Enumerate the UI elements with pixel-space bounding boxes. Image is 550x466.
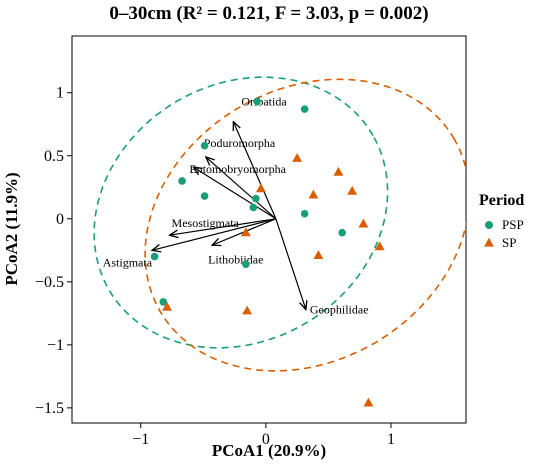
y-tick-label: −0.5 [35,274,64,291]
y-tick-label: 0 [56,211,64,228]
point-sp [242,305,253,315]
point-psp [150,252,159,261]
x-tick-label: −1 [132,431,149,448]
y-tick-label: −1.5 [35,400,64,417]
arrow-label-mesostigmata: Mesostigmata [172,216,240,230]
x-axis-title: PCoA1 (20.9%) [212,441,326,460]
arrow-oribatida [233,122,277,220]
point-sp [358,218,369,228]
y-axis-title: PCoA2 (11.9%) [2,172,21,285]
point-psp [249,203,258,212]
point-sp [292,153,303,162]
arrow-mesostigmata [170,218,276,235]
x-tick-label: 0 [262,431,270,448]
point-sp [363,397,374,407]
legend-marker-sp [484,237,494,247]
arrow-label-oribatida: Oribatida [241,95,287,109]
point-sp [347,185,358,195]
point-psp [300,105,309,113]
arrow-entomobryomorpha [193,167,277,220]
point-sp [255,183,266,193]
y-tick-label: 1 [56,85,64,102]
legend-marker-psp [485,221,493,229]
arrow-astigmata [152,218,277,251]
point-psp [338,228,346,237]
point-sp [308,189,319,199]
x-tick-label: 1 [387,431,395,448]
legend-title: Period [479,192,524,209]
arrow-geophilidae [275,218,306,310]
arrow-label-lithobiidae: Lithobiidae [208,252,263,266]
point-psp [200,192,209,200]
ellipse-sp [144,78,466,372]
point-psp [178,177,186,185]
point-sp [240,227,251,237]
point-sp [313,250,324,259]
arrow-label-poduromorpha: Poduromorpha [204,136,276,150]
legend: Period PSP SP [479,192,524,250]
y-tick-label: 0.5 [44,148,64,165]
point-psp [253,97,261,106]
arrow-poduromorpha [206,157,277,220]
legend-label-psp: PSP [502,217,524,232]
point-psp [300,209,309,218]
chart-title: 0–30cm (R² = 0.121, F = 3.03, p = 0.002) [109,3,428,24]
point-psp [242,260,250,268]
arrow-label-entomobryomorpha: Entomobryomorpha [189,162,286,176]
point-sp [162,301,172,311]
point-sp [333,166,344,176]
point-psp [252,194,260,203]
arrow-label-astigmata: Astigmata [103,255,153,269]
point-psp [200,141,209,150]
legend-label-sp: SP [502,235,516,250]
plot-frame [71,35,467,424]
y-tick-label: −1 [47,337,64,354]
point-sp [374,241,385,251]
arrow-label-geophilidae: Geophilidae [310,303,369,317]
point-psp [159,298,168,306]
